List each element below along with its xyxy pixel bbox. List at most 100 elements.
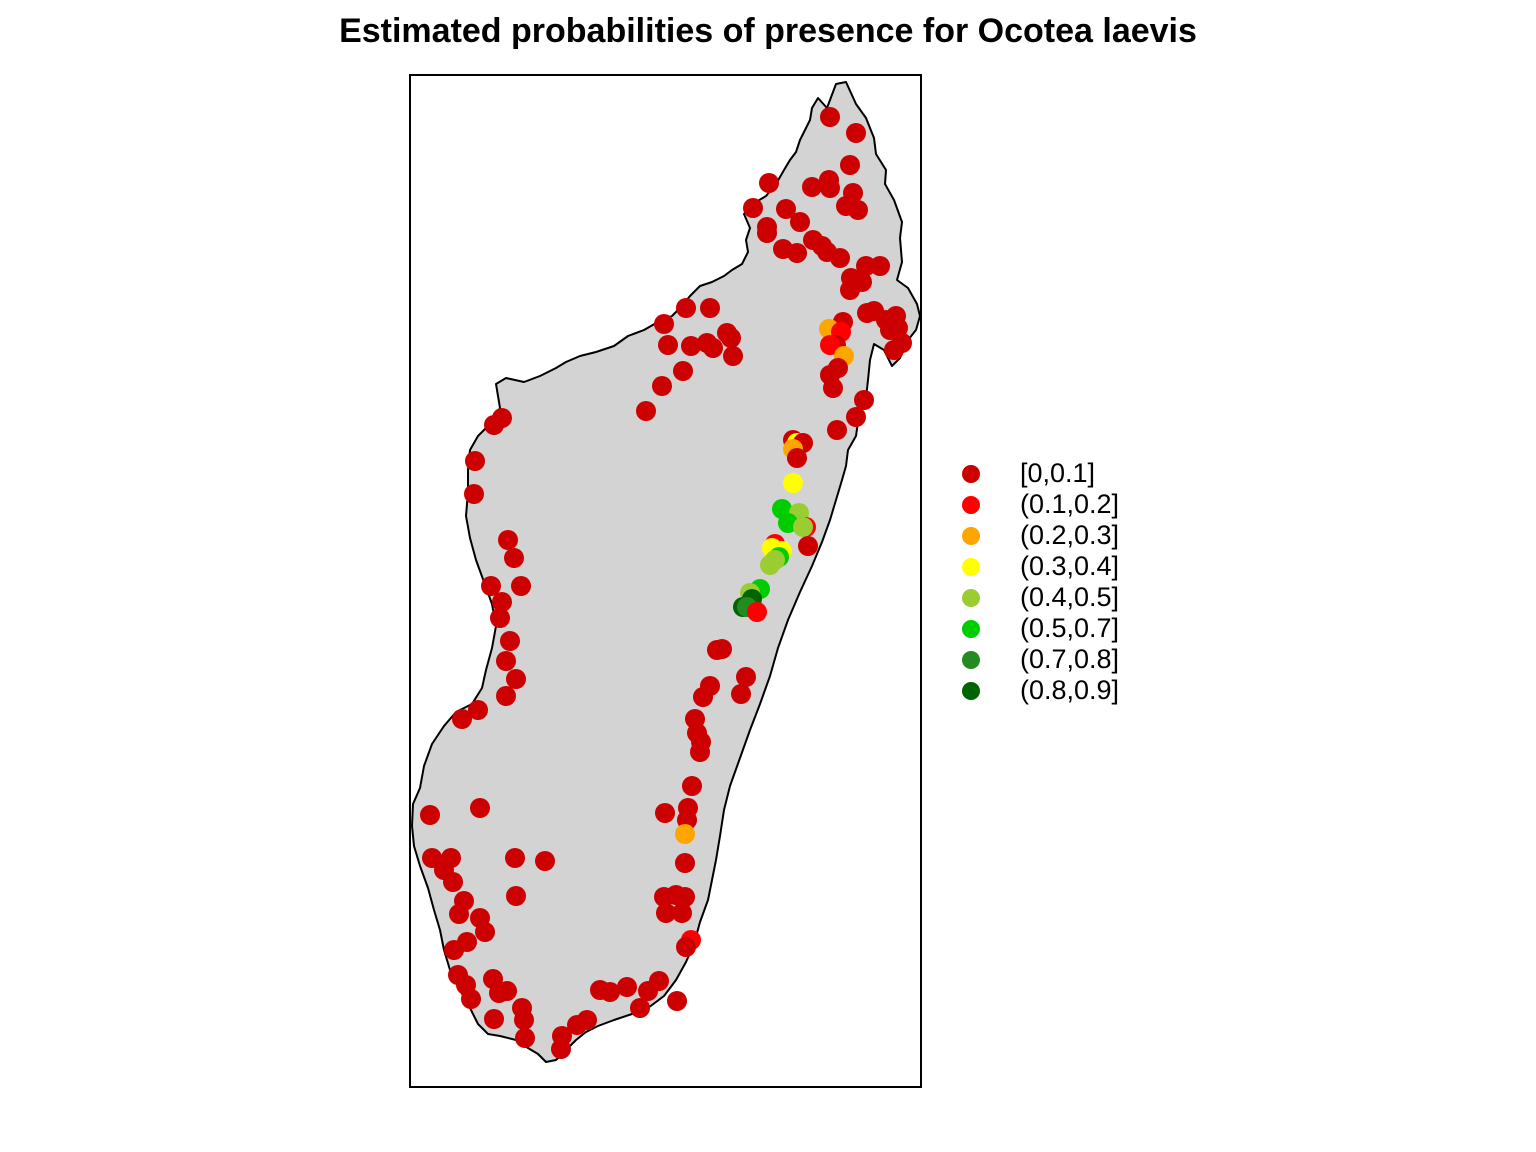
legend-item: (0.4,0.5]: [955, 582, 1119, 613]
presence-point: [690, 742, 710, 762]
presence-point: [484, 415, 504, 435]
presence-point: [888, 318, 908, 338]
presence-point: [787, 448, 807, 468]
presence-point: [506, 886, 526, 906]
legend-swatch: [962, 650, 980, 669]
legend-item: (0.2,0.3]: [955, 520, 1119, 551]
legend-item: (0.5,0.7]: [955, 613, 1119, 644]
presence-point: [790, 212, 810, 232]
presence-point: [778, 513, 798, 533]
presence-point: [682, 776, 702, 796]
legend-label: (0.8,0.9]: [1020, 675, 1120, 705]
presence-point: [820, 107, 840, 127]
presence-point: [567, 1015, 587, 1035]
presence-point: [449, 904, 469, 924]
presence-point: [654, 314, 674, 334]
presence-point: [827, 420, 847, 440]
presence-point: [820, 178, 840, 198]
legend-item: (0.8,0.9]: [955, 675, 1119, 706]
legend-swatch: [962, 588, 980, 607]
legend-label: (0.1,0.2]: [1020, 489, 1120, 519]
presence-point: [511, 576, 531, 596]
presence-point: [672, 903, 692, 923]
presence-point: [787, 243, 807, 263]
presence-point: [496, 651, 516, 671]
presence-point: [736, 667, 756, 687]
legend-item: (0.1,0.2]: [955, 489, 1119, 520]
presence-point: [870, 256, 890, 276]
legend-swatch: [962, 619, 980, 638]
presence-point: [443, 872, 463, 892]
presence-point: [470, 798, 490, 818]
presence-point: [652, 376, 672, 396]
presence-point: [731, 684, 751, 704]
presence-point: [444, 940, 464, 960]
presence-point: [490, 608, 510, 628]
presence-point: [636, 401, 656, 421]
presence-point: [675, 853, 695, 873]
presence-point: [759, 173, 779, 193]
presence-point: [707, 640, 727, 660]
presence-point: [468, 700, 488, 720]
presence-points: [420, 107, 912, 1059]
legend-item: (0.3,0.4]: [955, 551, 1119, 582]
presence-point: [884, 340, 904, 360]
legend-label: (0.4,0.5]: [1020, 582, 1120, 612]
presence-point: [656, 903, 676, 923]
presence-point: [675, 824, 695, 844]
presence-point: [793, 517, 813, 537]
presence-point: [617, 977, 637, 997]
presence-point: [658, 335, 678, 355]
legend-label: (0.7,0.8]: [1020, 644, 1120, 674]
legend-label: [0,0.1]: [1020, 458, 1096, 488]
presence-point: [464, 484, 484, 504]
presence-point: [504, 548, 524, 568]
presence-point: [515, 1028, 535, 1048]
presence-point: [856, 256, 876, 276]
legend: [0,0.1] (0.1,0.2] (0.2,0.3] (0.3,0.4] (0…: [955, 458, 1119, 706]
presence-point: [452, 709, 472, 729]
presence-point: [830, 248, 850, 268]
presence-point: [673, 361, 693, 381]
presence-point: [703, 338, 723, 358]
presence-point: [747, 602, 767, 622]
presence-point: [492, 592, 512, 612]
presence-point: [630, 998, 650, 1018]
presence-point: [798, 536, 818, 556]
presence-point: [681, 336, 701, 356]
presence-point: [551, 1039, 571, 1059]
presence-point: [802, 177, 822, 197]
map-frame: [409, 74, 922, 1088]
presence-point: [461, 989, 481, 1009]
presence-point: [823, 378, 843, 398]
presence-point: [496, 686, 516, 706]
presence-point: [484, 1009, 504, 1029]
presence-point: [649, 971, 669, 991]
map-title: Estimated probabilities of presence for …: [339, 12, 1197, 50]
presence-point: [757, 223, 777, 243]
presence-point: [465, 451, 485, 471]
legend-swatch: [962, 526, 980, 545]
presence-point: [506, 669, 526, 689]
legend-label: (0.2,0.3]: [1020, 520, 1120, 550]
legend-item: [0,0.1]: [955, 458, 1119, 489]
presence-point: [481, 576, 501, 596]
presence-point: [783, 473, 803, 493]
legend-label: (0.5,0.7]: [1020, 613, 1120, 643]
presence-point: [693, 687, 713, 707]
presence-point: [840, 280, 860, 300]
presence-point: [514, 1010, 534, 1030]
presence-point: [535, 851, 555, 871]
presence-point: [840, 155, 860, 175]
presence-point: [776, 199, 796, 219]
presence-point: [675, 887, 695, 907]
presence-point: [676, 937, 696, 957]
madagascar-landmass: [411, 81, 921, 1063]
presence-point: [655, 803, 675, 823]
presence-point: [600, 982, 620, 1002]
presence-point: [505, 848, 525, 868]
presence-point: [667, 991, 687, 1011]
legend-label: (0.3,0.4]: [1020, 551, 1120, 581]
legend-swatch: [962, 495, 980, 514]
